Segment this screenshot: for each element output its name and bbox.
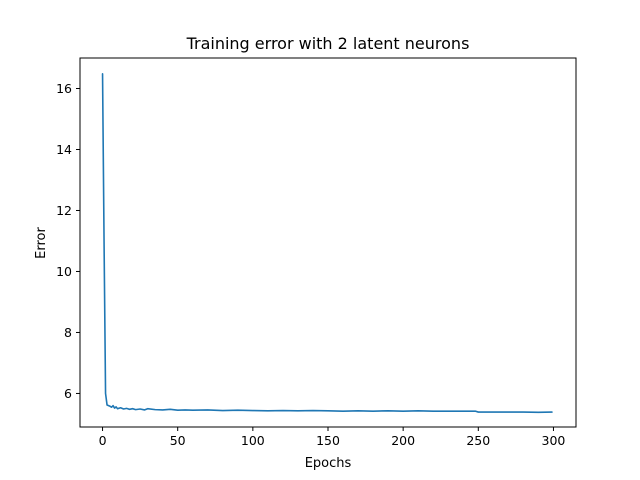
y-tick-label: 12 (56, 203, 72, 218)
y-tick-label: 10 (56, 264, 72, 279)
x-tick-label: 300 (542, 433, 566, 448)
x-axis-label: Epochs (305, 456, 352, 471)
y-tick-label: 16 (56, 81, 72, 96)
y-axis-label: Error (34, 227, 49, 259)
y-tick-label: 6 (64, 386, 72, 401)
x-tick-label: 100 (241, 433, 265, 448)
plot-area (101, 73, 553, 414)
x-tick-label: 250 (466, 433, 490, 448)
x-tick-label: 0 (99, 433, 107, 448)
axes-frame (79, 57, 577, 428)
x-tick-label: 150 (316, 433, 340, 448)
y-axis: 6 8 10 12 14 16 (56, 81, 80, 401)
y-tick-label: 14 (56, 142, 72, 157)
x-tick-label: 200 (391, 433, 415, 448)
chart-title: Training error with 2 latent neurons (186, 34, 470, 53)
x-tick-label: 50 (170, 433, 186, 448)
x-axis: 0 50 100 150 200 250 300 (99, 427, 566, 448)
error-series-line (101, 73, 553, 414)
y-tick-label: 8 (64, 325, 72, 340)
